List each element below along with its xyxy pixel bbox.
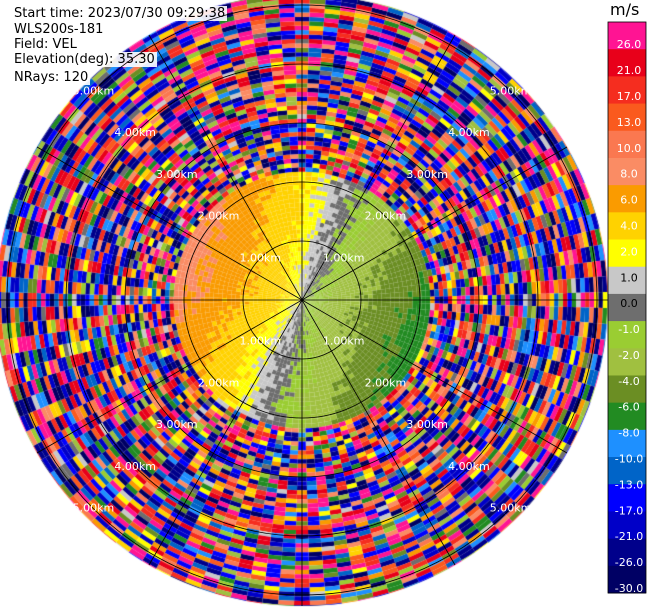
nrays-label: NRays: 120 <box>12 70 91 85</box>
start-time-label: Start time: 2023/07/30 09:29:38 <box>12 6 228 21</box>
station-label: WLS200s-181 <box>12 22 106 37</box>
elevation-label: Elevation(deg): 35.30 <box>12 52 157 67</box>
field-label: Field: VEL <box>12 37 79 52</box>
colorbar-unit-label: m/s <box>610 0 640 19</box>
